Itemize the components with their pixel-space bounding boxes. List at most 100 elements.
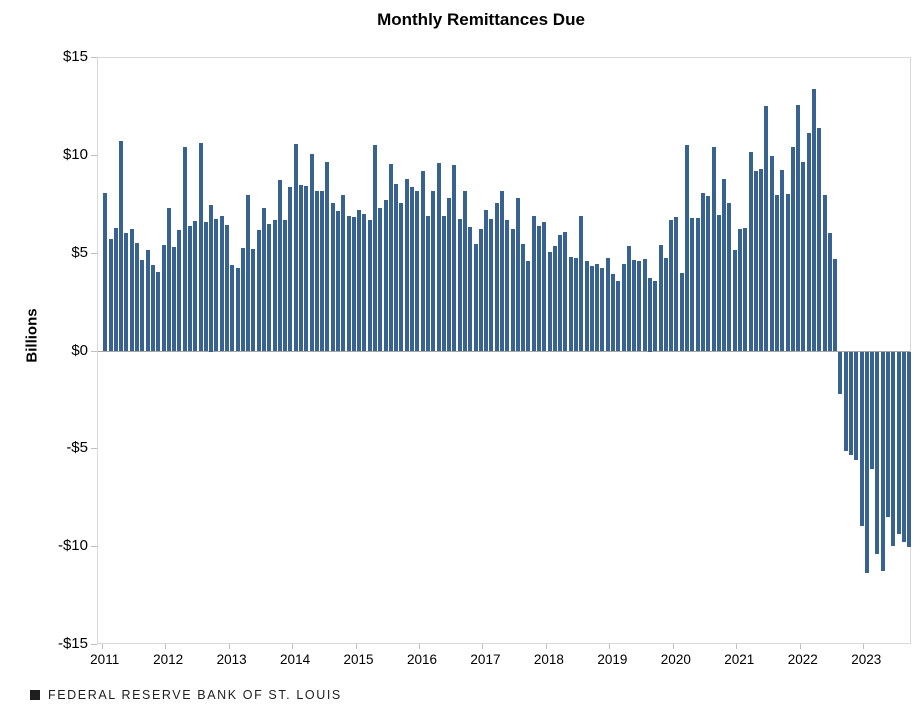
bar-2019-03 <box>621 264 626 352</box>
xtick-mark-2015 <box>355 644 357 649</box>
bar-2014-08 <box>330 202 335 352</box>
bar-2017-07 <box>515 197 520 352</box>
xtick-label-2022: 2022 <box>787 652 818 667</box>
bar-2012-12 <box>224 225 229 352</box>
bar-2011-04 <box>119 141 124 352</box>
bar-2013-06 <box>256 230 261 352</box>
xtick-label-2012: 2012 <box>153 652 184 667</box>
bar-2022-11 <box>854 351 859 461</box>
bar-2020-06 <box>700 193 705 352</box>
bar-2018-08 <box>584 261 589 352</box>
xtick-mark-2016 <box>419 644 420 649</box>
ytick-mark <box>91 546 97 548</box>
xtick-label-2021: 2021 <box>724 652 755 667</box>
source-attribution: FEDERAL RESERVE BANK OF ST. LOUIS <box>30 688 342 702</box>
ytick-mark <box>91 448 97 450</box>
bar-2012-11 <box>219 216 224 352</box>
bar-2014-02 <box>299 185 303 352</box>
xtick-mark-2022 <box>799 644 801 649</box>
bar-2012-03 <box>177 230 182 352</box>
bar-2018-06 <box>574 257 578 352</box>
bar-2017-05 <box>505 220 510 352</box>
chart-title: Monthly Remittances Due <box>377 10 585 29</box>
xtick-mark-2018 <box>545 644 547 649</box>
bar-2018-09 <box>589 266 594 352</box>
bar-2021-06 <box>764 105 769 352</box>
bar-2016-08 <box>457 219 462 352</box>
bar-2011-08 <box>140 259 145 352</box>
bar-2020-05 <box>695 218 700 352</box>
bar-2012-09 <box>209 204 214 352</box>
bar-2021-08 <box>774 194 779 352</box>
bar-2015-10 <box>404 179 409 352</box>
xtick-label-2020: 2020 <box>660 652 691 667</box>
bar-2017-08 <box>521 243 526 352</box>
bar-2015-12 <box>415 191 420 352</box>
bar-2023-06 <box>891 351 896 547</box>
xtick-mark-2017 <box>482 644 484 649</box>
bar-2017-02 <box>489 219 494 352</box>
bar-2020-03 <box>685 145 690 352</box>
bar-2013-10 <box>277 180 282 352</box>
bar-2013-03 <box>240 247 245 352</box>
bar-2022-03 <box>811 89 816 352</box>
bar-2014-12 <box>351 217 356 352</box>
bar-2016-09 <box>462 191 467 352</box>
bar-2021-03 <box>748 151 753 352</box>
bar-2014-03 <box>304 186 309 352</box>
bar-2019-02 <box>616 281 621 352</box>
xtick-mark-2014 <box>292 644 294 649</box>
bar-2011-02 <box>108 238 113 352</box>
bar-2017-04 <box>499 191 504 352</box>
bar-2017-11 <box>536 226 541 352</box>
bar-2016-05 <box>441 215 446 352</box>
bar-2015-02 <box>362 213 367 352</box>
xtick-label-2017: 2017 <box>470 652 501 667</box>
bar-2018-07 <box>579 216 584 352</box>
bar-2014-05 <box>314 191 319 352</box>
xtick-label-2019: 2019 <box>597 652 628 667</box>
xtick-mark-2021 <box>736 644 738 649</box>
stlouisfed-square-icon <box>30 690 40 700</box>
bar-2020-01 <box>674 217 679 352</box>
bar-2016-10 <box>468 227 473 352</box>
bar-2011-10 <box>150 265 155 352</box>
bar-2011-06 <box>129 229 134 352</box>
bar-2016-06 <box>447 197 452 352</box>
bar-2016-12 <box>478 229 483 352</box>
bar-2016-07 <box>452 164 457 352</box>
xtick-mark-2011 <box>101 644 103 649</box>
bar-2021-07 <box>769 155 774 352</box>
bar-2011-07 <box>135 242 140 352</box>
bar-2020-04 <box>690 218 695 352</box>
bar-2015-07 <box>388 163 393 352</box>
bar-2020-08 <box>711 147 716 352</box>
bar-2019-05 <box>632 259 637 352</box>
bar-2011-03 <box>113 228 118 352</box>
xtick-mark-2012 <box>165 644 167 649</box>
bar-2022-02 <box>806 133 811 352</box>
bar-2023-03 <box>875 351 880 554</box>
ytick-mark <box>91 252 97 254</box>
xtick-mark-2019 <box>609 644 611 649</box>
bar-2012-02 <box>172 246 177 352</box>
bar-2014-11 <box>346 215 351 352</box>
bar-2012-01 <box>166 207 171 352</box>
bar-2022-04 <box>817 128 822 352</box>
xtick-mark-2020 <box>672 644 674 649</box>
bar-2015-05 <box>378 207 383 352</box>
bar-2013-09 <box>272 220 277 352</box>
bar-2017-01 <box>484 209 489 352</box>
bar-2018-11 <box>600 268 605 352</box>
bar-2014-01 <box>293 144 298 352</box>
bar-2013-07 <box>261 207 266 352</box>
bar-2012-04 <box>182 147 187 352</box>
ytick-label-5: $5 <box>71 243 88 261</box>
bar-2018-10 <box>595 264 600 352</box>
bar-2022-01 <box>801 161 806 352</box>
bar-2020-11 <box>727 202 732 352</box>
xtick-label-2023: 2023 <box>851 652 882 667</box>
source-text: FEDERAL RESERVE BANK OF ST. LOUIS <box>48 688 342 702</box>
bar-2015-08 <box>394 184 399 352</box>
bar-2019-04 <box>626 245 631 352</box>
